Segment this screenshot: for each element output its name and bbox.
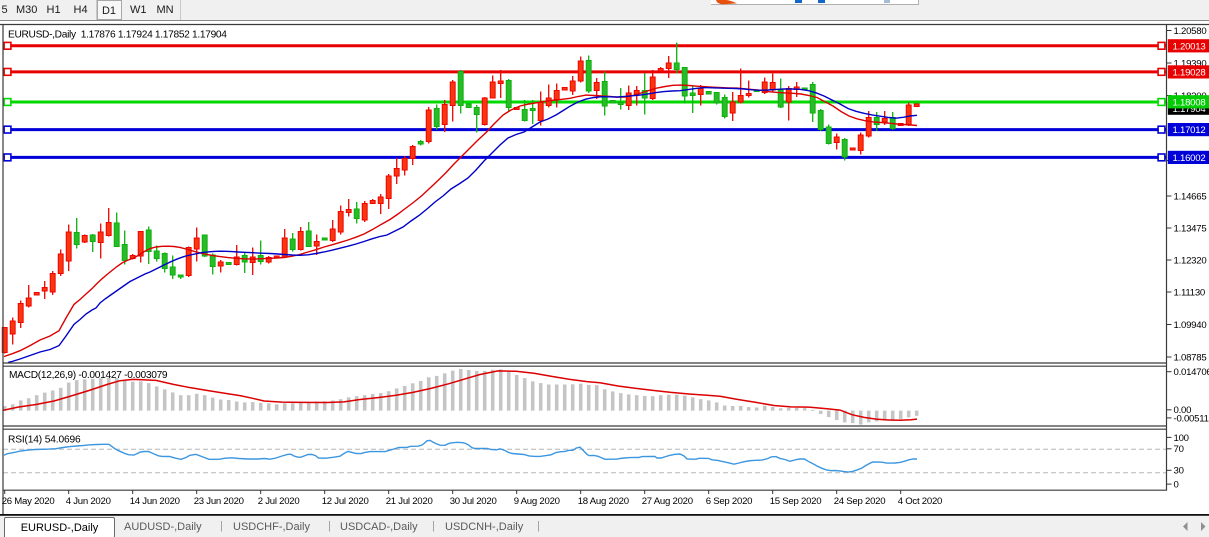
svg-text:1.17904: 1.17904 (1173, 104, 1207, 115)
svg-text:1.09940: 1.09940 (1174, 320, 1207, 331)
svg-text:1.20013: 1.20013 (1173, 41, 1206, 52)
svg-text:30: 30 (1174, 466, 1184, 477)
svg-text:1.19028: 1.19028 (1173, 68, 1206, 79)
svg-text:21 Jul 2020: 21 Jul 2020 (386, 496, 433, 507)
svg-text:26 May 2020: 26 May 2020 (2, 496, 55, 507)
svg-text:0.00: 0.00 (1174, 405, 1192, 416)
svg-text:1.14665: 1.14665 (1174, 191, 1207, 202)
svg-text:6 Sep 2020: 6 Sep 2020 (706, 496, 753, 507)
svg-text:0: 0 (1174, 480, 1179, 491)
svg-text:24 Sep 2020: 24 Sep 2020 (834, 496, 886, 507)
svg-text:1.18008: 1.18008 (1173, 97, 1206, 108)
svg-text:-0.005113: -0.005113 (1174, 413, 1209, 424)
svg-text:18 Aug 2020: 18 Aug 2020 (578, 496, 629, 507)
svg-text:1.19390: 1.19390 (1174, 58, 1207, 69)
svg-text:1.17012: 1.17012 (1173, 125, 1206, 136)
svg-text:100: 100 (1174, 433, 1189, 444)
svg-text:30 Jul 2020: 30 Jul 2020 (450, 496, 497, 507)
svg-text:9 Aug 2020: 9 Aug 2020 (514, 496, 560, 507)
svg-text:RSI(14) 54.0696: RSI(14) 54.0696 (8, 435, 81, 446)
svg-text:1.08785: 1.08785 (1174, 352, 1207, 363)
svg-text:EURUSD-,Daily 1.17876 1.17924: EURUSD-,Daily 1.17876 1.17924 1.17852 1.… (8, 30, 227, 41)
svg-text:MACD(12,26,9) -0.001427 -0.003: MACD(12,26,9) -0.001427 -0.003079 (9, 370, 168, 381)
svg-text:1.12320: 1.12320 (1174, 255, 1207, 266)
svg-text:0.014706: 0.014706 (1174, 367, 1209, 378)
svg-text:1.20580: 1.20580 (1174, 26, 1207, 37)
svg-text:15 Sep 2020: 15 Sep 2020 (770, 496, 822, 507)
svg-text:1.13475: 1.13475 (1174, 223, 1207, 234)
svg-text:1.11130: 1.11130 (1174, 287, 1206, 298)
svg-text:14 Jun 2020: 14 Jun 2020 (130, 496, 180, 507)
svg-text:4 Oct 2020: 4 Oct 2020 (898, 496, 942, 507)
svg-text:12 Jul 2020: 12 Jul 2020 (322, 496, 369, 507)
svg-text:2 Jul 2020: 2 Jul 2020 (258, 496, 300, 507)
svg-text:70: 70 (1174, 444, 1184, 455)
svg-text:23 Jun 2020: 23 Jun 2020 (194, 496, 244, 507)
svg-text:27 Aug 2020: 27 Aug 2020 (642, 496, 693, 507)
svg-text:4 Jun 2020: 4 Jun 2020 (66, 496, 111, 507)
svg-text:1.16002: 1.16002 (1173, 153, 1206, 164)
